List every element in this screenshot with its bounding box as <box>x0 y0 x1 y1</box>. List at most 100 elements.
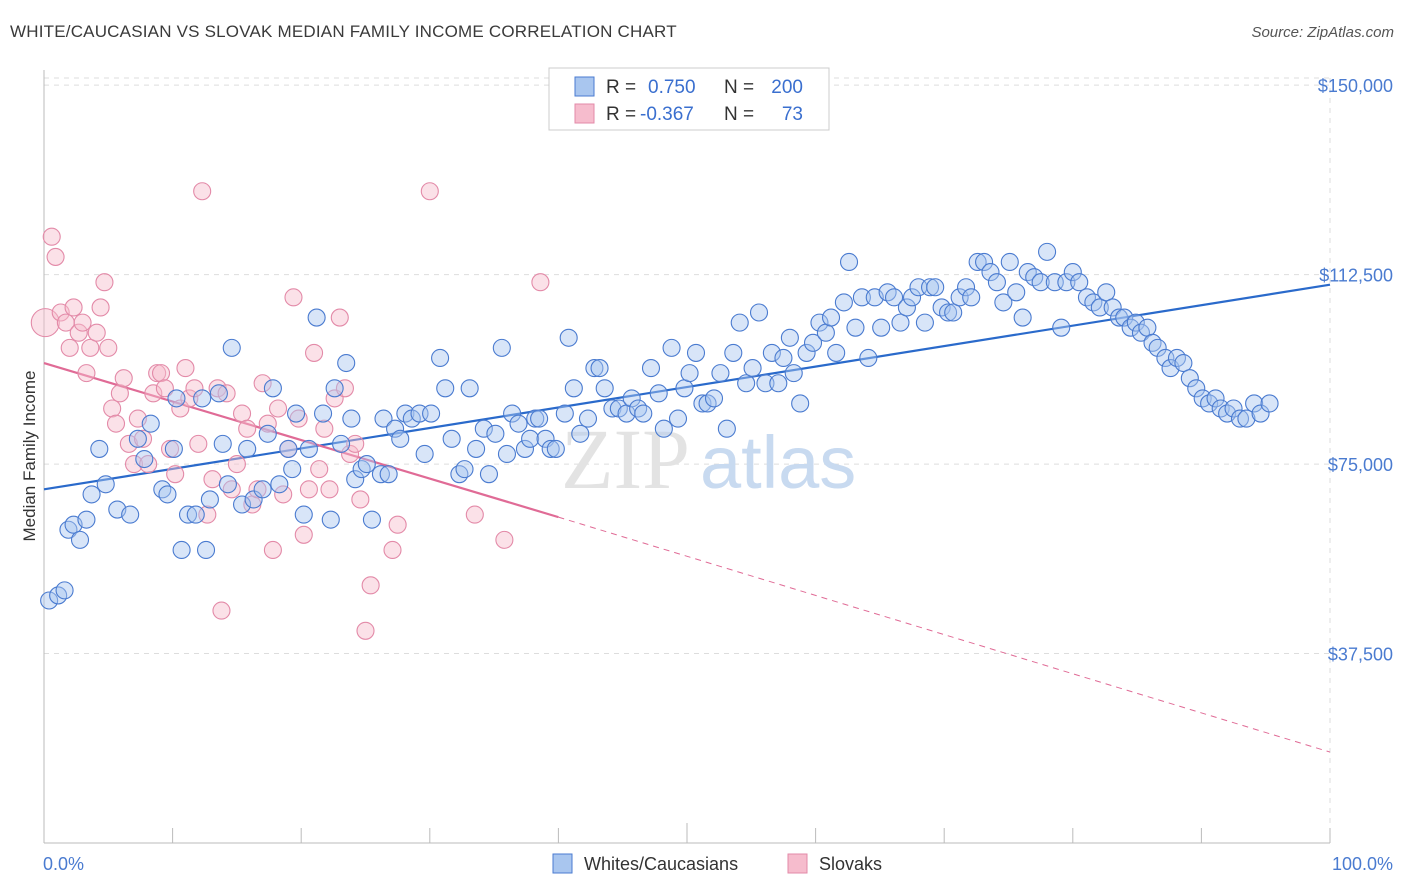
white-point-129 <box>839 252 859 272</box>
slovak-point-59 <box>315 419 334 438</box>
white-point-76 <box>515 439 535 458</box>
slovak-point-14 <box>99 338 118 357</box>
slovak-point-51 <box>274 485 293 504</box>
white-point-122 <box>797 343 816 362</box>
white-point-195 <box>1251 404 1270 423</box>
white-point-35 <box>270 475 289 494</box>
white-point-150 <box>968 252 987 272</box>
white-point-9 <box>96 475 115 494</box>
white-point-125 <box>816 323 835 342</box>
white-point-164 <box>1057 273 1076 292</box>
white-point-40 <box>299 439 318 458</box>
white-point-132 <box>859 348 878 368</box>
slovak-point-49 <box>263 540 282 560</box>
slovak-point-71 <box>420 182 439 201</box>
slovak-point-43 <box>232 404 252 423</box>
white-point-54 <box>379 465 398 484</box>
chart-title: WHITE/CAUCASIAN VS SLOVAK MEDIAN FAMILY … <box>10 22 677 41</box>
white-point-196 <box>1260 394 1279 413</box>
white-point-123 <box>803 333 823 352</box>
white-point-116 <box>762 343 781 362</box>
slovak-point-10 <box>81 338 100 357</box>
white-point-149 <box>962 288 981 307</box>
slovak-point-24 <box>144 384 163 403</box>
legend-n-value-1: 73 <box>782 104 803 125</box>
legend-n-label-1: N = <box>724 104 754 125</box>
slovak-point-1 <box>42 227 61 246</box>
white-point-121 <box>791 394 810 413</box>
white-point-62 <box>431 348 450 368</box>
white-point-111 <box>730 313 749 332</box>
white-point-173 <box>1115 308 1134 327</box>
white-point-94 <box>622 389 641 408</box>
white-point-60 <box>415 444 434 464</box>
white-point-51 <box>362 510 381 529</box>
white-point-3 <box>59 520 78 539</box>
slovak-point-19 <box>119 434 138 453</box>
white-point-139 <box>902 288 922 307</box>
legend-r-label-1: R = <box>606 104 636 125</box>
white-point-96 <box>634 404 653 423</box>
white-point-33 <box>258 424 277 443</box>
white-point-120 <box>784 364 803 383</box>
white-point-110 <box>724 343 743 362</box>
watermark-atlas: atlas <box>700 421 856 504</box>
white-point-65 <box>450 465 469 484</box>
y-tick-label-3: $150,000 <box>1318 76 1393 96</box>
white-point-79 <box>530 409 549 428</box>
x-tick-0: 0.0% <box>43 854 84 874</box>
slovak-point-54 <box>289 409 308 428</box>
white-point-46 <box>337 353 356 373</box>
slovak-point-37 <box>203 470 222 489</box>
white-point-104 <box>686 343 706 362</box>
slovak-point-39 <box>212 601 231 620</box>
white-point-7 <box>82 485 101 504</box>
slovak-point-6 <box>64 298 83 317</box>
white-point-193 <box>1237 409 1256 428</box>
slovak-point-69 <box>383 540 402 560</box>
slovak-point-40 <box>217 384 236 403</box>
white-point-73 <box>497 444 517 464</box>
white-point-18 <box>167 389 186 408</box>
white-point-29 <box>232 495 252 514</box>
slovak-point-53 <box>284 288 303 307</box>
white-point-61 <box>422 404 441 423</box>
slovak-point-15 <box>103 399 122 418</box>
white-point-179 <box>1148 338 1167 357</box>
white-point-128 <box>834 293 853 312</box>
white-point-6 <box>77 510 96 529</box>
white-point-191 <box>1224 399 1243 418</box>
top-legend: R = 0.750 N = 200 R = -0.367 N = 73 <box>548 67 830 131</box>
slovak-point-13 <box>95 273 114 292</box>
white-point-74 <box>503 404 522 423</box>
bottom-legend-swatch-blue <box>552 853 573 874</box>
white-point-165 <box>1063 263 1082 282</box>
white-point-124 <box>810 313 829 332</box>
slovak-points <box>30 182 550 640</box>
legend-r-label-0: R = <box>606 77 636 98</box>
white-point-97 <box>641 359 661 378</box>
white-point-0 <box>40 591 59 610</box>
white-point-88 <box>585 359 604 378</box>
slovak-point-28 <box>160 439 180 458</box>
slovak-point-17 <box>110 384 129 403</box>
white-point-14 <box>141 414 160 433</box>
white-point-126 <box>821 308 841 327</box>
white-point-11 <box>121 505 140 524</box>
legend-n-label-0: N = <box>724 77 754 98</box>
slovak-point-22 <box>133 429 153 448</box>
white-point-50 <box>357 455 376 474</box>
slovak-point-16 <box>106 414 126 433</box>
watermark-zip: ZIP <box>561 411 690 507</box>
white-point-184 <box>1180 369 1199 388</box>
white-point-130 <box>846 318 865 337</box>
slovak-point-63 <box>335 379 354 398</box>
white-point-63 <box>436 379 455 398</box>
slovak-point-57 <box>305 343 324 362</box>
white-point-172 <box>1110 308 1129 327</box>
white-point-31 <box>244 490 263 509</box>
white-point-32 <box>253 480 272 499</box>
white-point-20 <box>178 505 198 524</box>
white-point-188 <box>1206 389 1225 408</box>
white-point-90 <box>595 379 614 398</box>
